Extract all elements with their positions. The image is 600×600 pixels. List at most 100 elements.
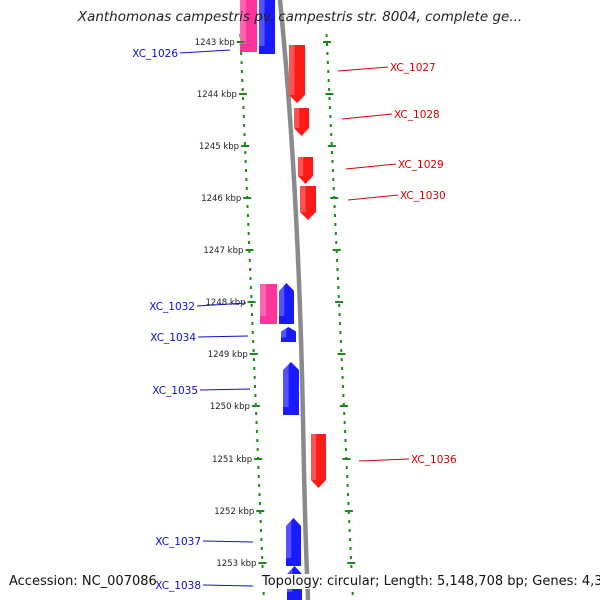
track-dot [347, 502, 350, 505]
track-dot [254, 403, 257, 406]
gene-label-xc-1030[interactable]: XC_1030 [347, 190, 446, 202]
track-dot [349, 547, 352, 550]
track-dot [334, 232, 337, 235]
gene-xc-1028-shape [294, 108, 309, 136]
track-dot [251, 313, 254, 316]
track-dot [334, 223, 337, 226]
track-dot [339, 331, 342, 334]
gene-xc-1027[interactable] [289, 45, 305, 103]
track-dot [350, 565, 353, 568]
tick-label: 1247 kbp [203, 246, 243, 256]
gene-label-xc-1026[interactable]: XC_1026 [132, 48, 231, 60]
gene-label-xc-1027[interactable]: XC_1027 [337, 62, 436, 74]
track-dot [328, 97, 331, 100]
tick-label: 1251 kbp [212, 455, 252, 465]
track-dot [240, 70, 243, 73]
map-title: Xanthomonas campestris pv. campestris st… [77, 9, 523, 25]
gene-xc-1034-shine [281, 327, 287, 338]
track-dot [343, 412, 346, 415]
track-dot [260, 538, 263, 541]
gene-xc-1029-shape [298, 157, 313, 184]
track-dot [341, 367, 344, 370]
gene-xc-1034[interactable] [281, 327, 296, 342]
tick-label: 1245 kbp [199, 142, 239, 152]
track-dot [346, 475, 349, 478]
track-dot [251, 331, 254, 334]
gene-xc-1037[interactable] [286, 518, 301, 566]
tick-label: 1252 kbp [214, 507, 254, 517]
gene-xc-1027-shape [289, 45, 305, 103]
track-dot [344, 430, 347, 433]
gene-xc-1030[interactable] [300, 186, 316, 220]
gene-xc-1029[interactable] [298, 157, 313, 184]
track-dot [335, 250, 338, 253]
gene-label-xc-1034[interactable]: XC_1034 [150, 332, 249, 344]
gene-xc-1036-shape [311, 434, 326, 488]
track-dot [248, 241, 251, 244]
track-dot [349, 556, 352, 559]
gene-label-text: XC_1034 [150, 332, 196, 344]
track-dot [261, 556, 264, 559]
gene-xc-1032[interactable] [279, 283, 294, 324]
gene-label-xc-1028[interactable]: XC_1028 [341, 109, 440, 121]
leader-line [197, 335, 249, 338]
track-dot [247, 223, 250, 226]
track-dot [252, 349, 255, 352]
gene-label-text: XC_1026 [132, 48, 178, 60]
gene-label-text: XC_1028 [394, 109, 440, 121]
track-dot [347, 493, 350, 496]
gene-label-xc-1036[interactable]: XC_1036 [358, 454, 457, 466]
track-dot [240, 61, 243, 64]
pink-feature-mid-shine [260, 284, 266, 316]
track-dot [339, 340, 342, 343]
gene-label-xc-1035[interactable]: XC_1035 [152, 385, 251, 397]
track-dot [249, 277, 252, 280]
track-dot [345, 466, 348, 469]
track-dot [342, 403, 345, 406]
leader-line [358, 458, 410, 462]
track-dot [335, 241, 338, 244]
accession-label: Accession: [9, 574, 78, 589]
track-dot [326, 61, 329, 64]
track-dot [255, 430, 258, 433]
gene-xc-1037-shine [286, 518, 292, 558]
gene-xc-1028[interactable] [294, 108, 309, 136]
gene-xc-1037-shape [286, 518, 301, 566]
track-dot [250, 295, 253, 298]
track-dot [250, 304, 253, 307]
topology-info: Topology: circular; Length: 5,148,708 bp… [262, 574, 600, 589]
gene-label-xc-1032[interactable]: XC_1032 [149, 301, 247, 313]
accession-value: NC_007086 [81, 574, 157, 589]
gene-label-xc-1038[interactable]: XC_1038 [155, 580, 254, 592]
gene-xc-1035[interactable] [283, 362, 299, 415]
tick-label: 1249 kbp [208, 350, 248, 360]
gene-xc-1032-shine [279, 283, 285, 316]
leader-line [337, 66, 389, 72]
track-dot [252, 340, 255, 343]
gene-label-xc-1037[interactable]: XC_1037 [155, 536, 254, 548]
track-dot [261, 565, 264, 568]
pink-feature-top[interactable] [240, 0, 257, 52]
track-dot [351, 592, 354, 595]
track-dot [340, 358, 343, 361]
track-dot [332, 187, 335, 190]
pink-feature-mid[interactable] [260, 284, 277, 324]
kbp-tick-labels: 1243 kbp 1244 kbp 1245 kbp 1246 kbp 1247 kbp… [195, 38, 356, 569]
gene-label-text: XC_1038 [155, 580, 201, 592]
track-dot [346, 484, 349, 487]
gene-xc-1027-shine [289, 45, 295, 95]
track-dot [243, 124, 246, 127]
track-dot [246, 214, 249, 217]
track-dot [253, 367, 256, 370]
gene-xc-1036[interactable] [311, 434, 326, 488]
backbone-line [277, 0, 311, 600]
track-dot [342, 394, 345, 397]
track-dot [251, 322, 254, 325]
gene-xc-1026[interactable] [259, 0, 275, 54]
gene-label-xc-1029[interactable]: XC_1029 [345, 159, 444, 171]
gene-xc-1026-shine [259, 0, 265, 46]
track-dot [338, 313, 341, 316]
accession-info: Accession: NC_007086 [9, 574, 157, 589]
track-dot [241, 88, 244, 91]
